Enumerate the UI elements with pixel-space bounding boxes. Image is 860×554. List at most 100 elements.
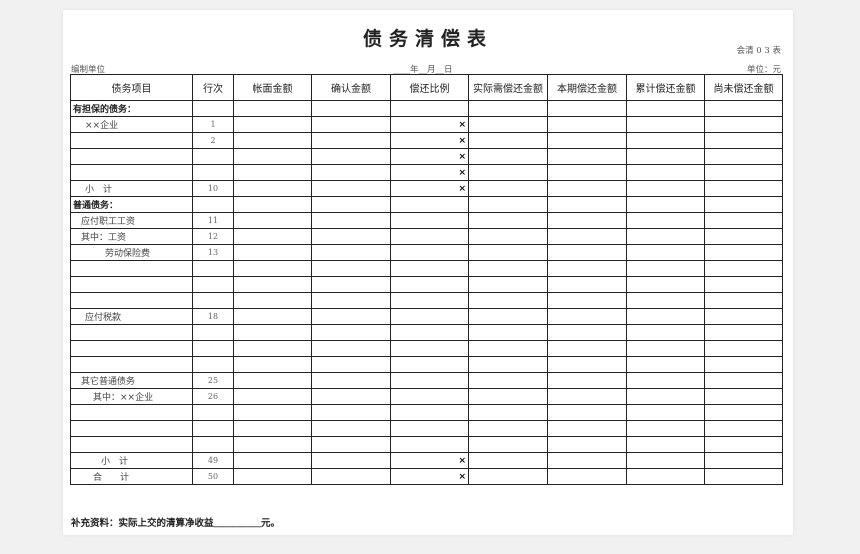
item-cell[interactable] <box>70 164 193 181</box>
amount-cell[interactable] <box>547 468 627 485</box>
ratio-cell[interactable] <box>390 420 469 437</box>
amount-cell[interactable] <box>233 132 312 149</box>
ratio-cell[interactable] <box>390 196 469 213</box>
amount-cell[interactable] <box>311 292 391 309</box>
amount-cell[interactable] <box>626 404 705 421</box>
ratio-cell[interactable]: × <box>390 132 469 149</box>
amount-cell[interactable] <box>547 148 627 165</box>
amount-cell[interactable] <box>626 100 705 117</box>
amount-cell[interactable] <box>468 340 548 357</box>
amount-cell[interactable] <box>704 372 783 389</box>
amount-cell[interactable] <box>468 132 548 149</box>
amount-cell[interactable] <box>468 308 548 325</box>
amount-cell[interactable] <box>547 228 627 245</box>
ratio-cell[interactable] <box>390 372 469 389</box>
item-cell[interactable]: ××企业 <box>70 116 193 133</box>
amount-cell[interactable] <box>468 260 548 277</box>
amount-cell[interactable] <box>547 180 627 197</box>
amount-cell[interactable] <box>311 340 391 357</box>
item-cell[interactable] <box>70 436 193 453</box>
amount-cell[interactable] <box>233 436 312 453</box>
amount-cell[interactable] <box>547 116 627 133</box>
amount-cell[interactable] <box>233 324 312 341</box>
amount-cell[interactable] <box>547 260 627 277</box>
amount-cell[interactable] <box>704 276 783 293</box>
ratio-cell[interactable]: × <box>390 468 469 485</box>
amount-cell[interactable] <box>704 116 783 133</box>
amount-cell[interactable] <box>626 436 705 453</box>
line-number-cell[interactable]: 25 <box>192 372 234 389</box>
amount-cell[interactable] <box>704 180 783 197</box>
item-cell[interactable] <box>70 132 193 149</box>
amount-cell[interactable] <box>704 468 783 485</box>
amount-cell[interactable] <box>704 196 783 213</box>
amount-cell[interactable] <box>547 388 627 405</box>
amount-cell[interactable] <box>311 100 391 117</box>
amount-cell[interactable] <box>704 260 783 277</box>
ratio-cell[interactable]: × <box>390 452 469 469</box>
line-number-cell[interactable]: 10 <box>192 180 234 197</box>
amount-cell[interactable] <box>547 340 627 357</box>
amount-cell[interactable] <box>626 452 705 469</box>
amount-cell[interactable] <box>547 420 627 437</box>
item-cell[interactable]: 普通债务： <box>70 196 193 213</box>
amount-cell[interactable] <box>547 292 627 309</box>
line-number-cell[interactable] <box>192 196 234 213</box>
ratio-cell[interactable] <box>390 292 469 309</box>
ratio-cell[interactable]: × <box>390 180 469 197</box>
amount-cell[interactable] <box>626 196 705 213</box>
amount-cell[interactable] <box>468 180 548 197</box>
amount-cell[interactable] <box>704 132 783 149</box>
amount-cell[interactable] <box>704 244 783 261</box>
amount-cell[interactable] <box>468 356 548 373</box>
ratio-cell[interactable] <box>390 260 469 277</box>
amount-cell[interactable] <box>704 148 783 165</box>
amount-cell[interactable] <box>468 100 548 117</box>
amount-cell[interactable] <box>547 212 627 229</box>
ratio-cell[interactable] <box>390 308 469 325</box>
item-cell[interactable]: 其中：××企业 <box>70 388 193 405</box>
amount-cell[interactable] <box>468 148 548 165</box>
amount-cell[interactable] <box>468 420 548 437</box>
amount-cell[interactable] <box>468 388 548 405</box>
ratio-cell[interactable] <box>390 212 469 229</box>
amount-cell[interactable] <box>311 452 391 469</box>
amount-cell[interactable] <box>468 372 548 389</box>
line-number-cell[interactable]: 49 <box>192 452 234 469</box>
item-cell[interactable]: 应付职工工资 <box>70 212 193 229</box>
amount-cell[interactable] <box>233 340 312 357</box>
amount-cell[interactable] <box>311 420 391 437</box>
amount-cell[interactable] <box>626 372 705 389</box>
amount-cell[interactable] <box>233 228 312 245</box>
amount-cell[interactable] <box>468 244 548 261</box>
amount-cell[interactable] <box>311 324 391 341</box>
amount-cell[interactable] <box>233 260 312 277</box>
amount-cell[interactable] <box>626 324 705 341</box>
line-number-cell[interactable] <box>192 356 234 373</box>
amount-cell[interactable] <box>626 468 705 485</box>
amount-cell[interactable] <box>704 100 783 117</box>
amount-cell[interactable] <box>547 276 627 293</box>
amount-cell[interactable] <box>233 100 312 117</box>
line-number-cell[interactable]: 12 <box>192 228 234 245</box>
amount-cell[interactable] <box>626 212 705 229</box>
amount-cell[interactable] <box>233 452 312 469</box>
ratio-cell[interactable]: × <box>390 116 469 133</box>
amount-cell[interactable] <box>704 308 783 325</box>
amount-cell[interactable] <box>468 164 548 181</box>
amount-cell[interactable] <box>233 148 312 165</box>
amount-cell[interactable] <box>547 100 627 117</box>
amount-cell[interactable] <box>626 228 705 245</box>
amount-cell[interactable] <box>547 436 627 453</box>
amount-cell[interactable] <box>233 388 312 405</box>
ratio-cell[interactable] <box>390 388 469 405</box>
amount-cell[interactable] <box>704 212 783 229</box>
amount-cell[interactable] <box>233 180 312 197</box>
line-number-cell[interactable] <box>192 148 234 165</box>
amount-cell[interactable] <box>626 292 705 309</box>
item-cell[interactable] <box>70 276 193 293</box>
amount-cell[interactable] <box>311 308 391 325</box>
amount-cell[interactable] <box>311 388 391 405</box>
amount-cell[interactable] <box>547 452 627 469</box>
amount-cell[interactable] <box>626 244 705 261</box>
